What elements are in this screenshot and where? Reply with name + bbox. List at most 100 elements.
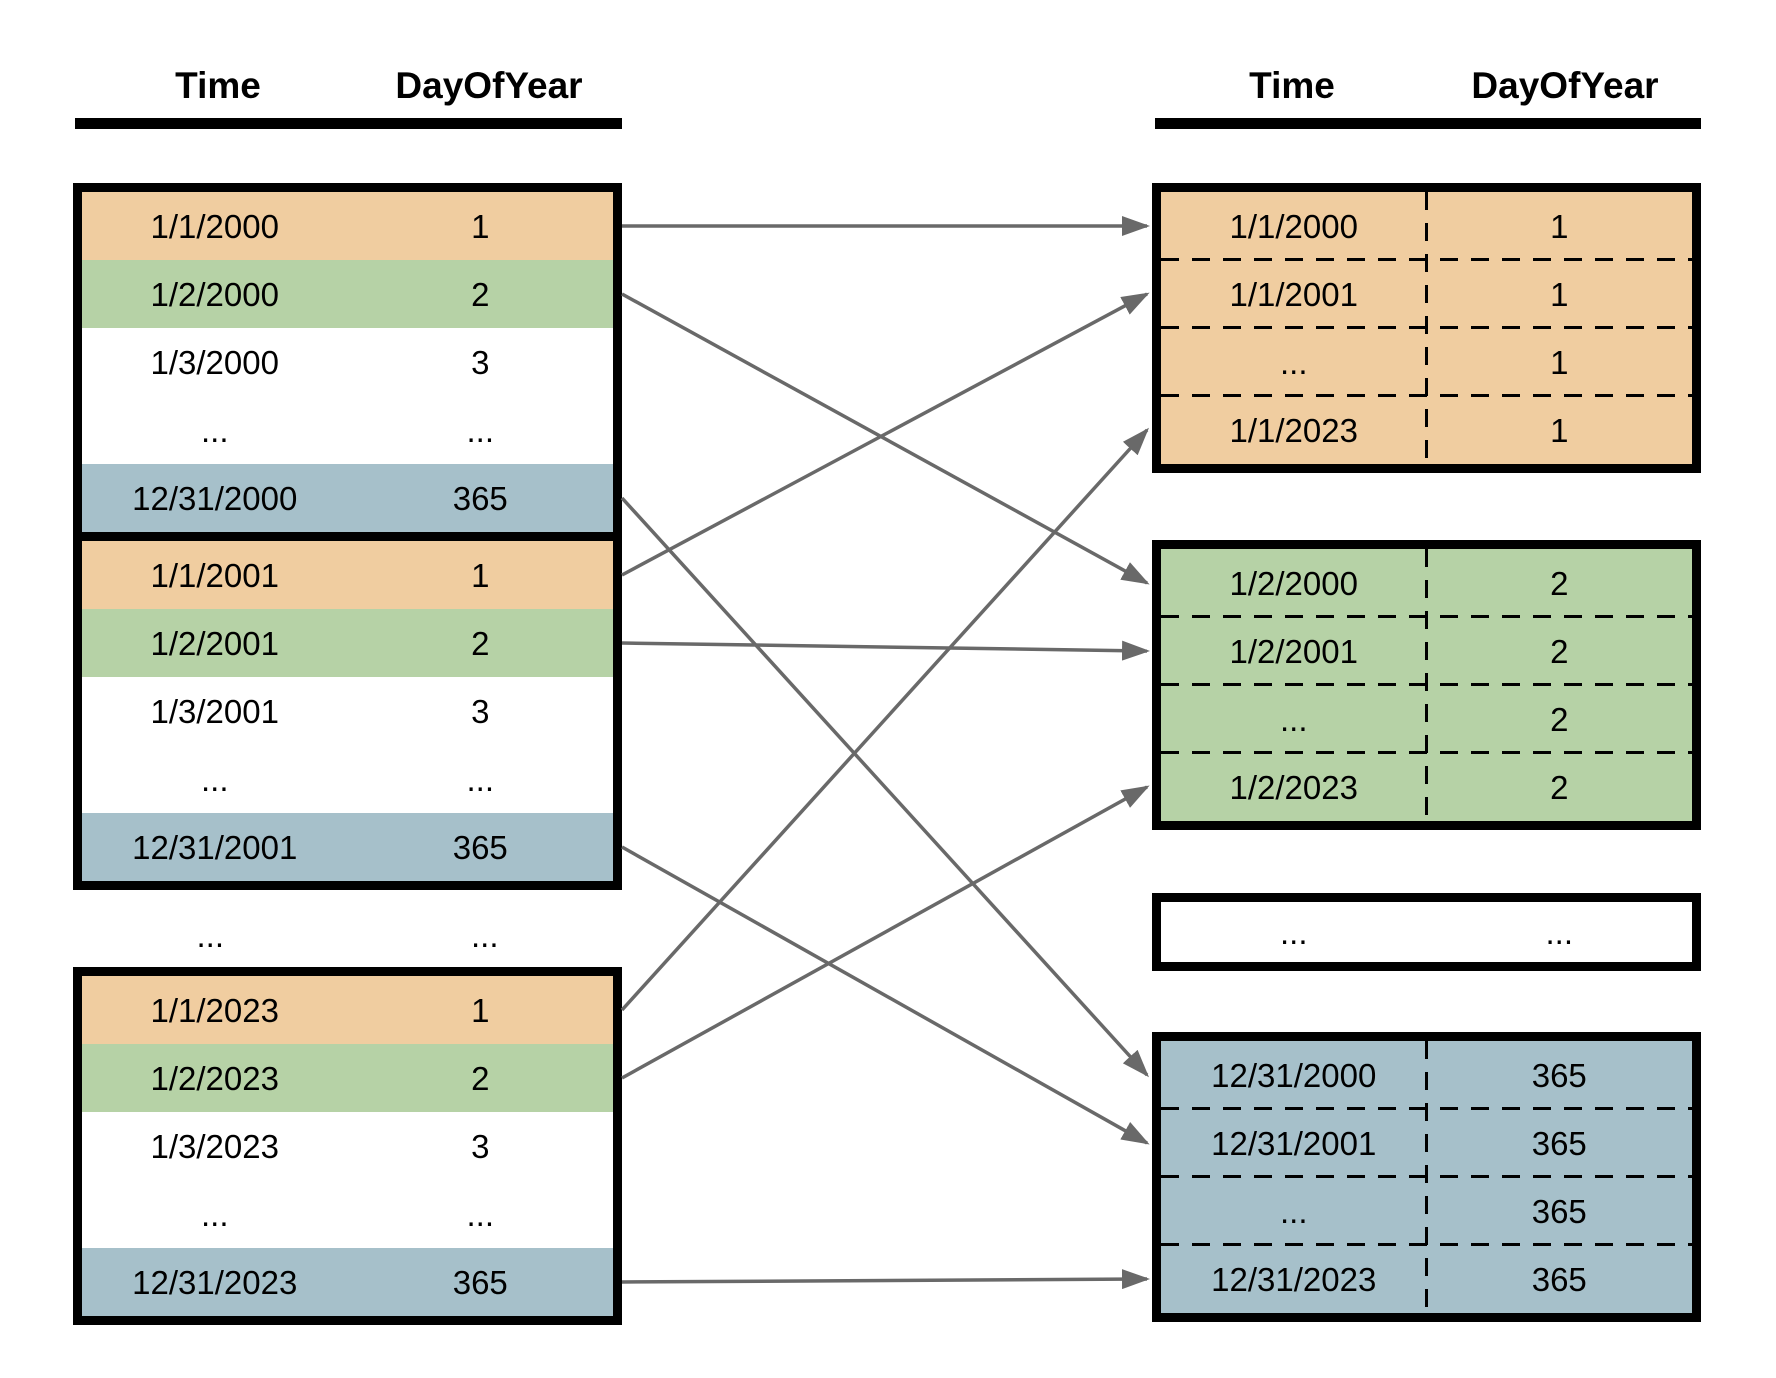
time-cell: 1/1/2023 bbox=[150, 991, 279, 1029]
dayofyear-cell: 365 bbox=[1531, 1124, 1587, 1162]
table-row-ellipsis: ... ... bbox=[82, 745, 613, 813]
dayofyear-cell: 365 bbox=[452, 828, 508, 866]
time-cell: 1/2/2001 bbox=[1229, 632, 1358, 670]
source-table-2000: 1/1/2000 1 1/2/2000 2 1/3/2000 3 ... ...… bbox=[73, 183, 622, 541]
table-row: 1/2/2001 2 bbox=[82, 609, 613, 677]
group-table-day-1: 1/1/2000 1 1/1/2001 1 ... 1 1/1/2023 1 bbox=[1152, 183, 1701, 473]
mapping-arrow-4 bbox=[621, 292, 1150, 577]
time-cell: ... bbox=[196, 916, 224, 954]
dayofyear-cell: 365 bbox=[452, 479, 508, 517]
table-row: 1/2/2023 2 bbox=[1161, 751, 1692, 821]
time-cell: 1/3/2000 bbox=[150, 343, 279, 381]
time-cell: 1/1/2000 bbox=[150, 207, 279, 245]
dayofyear-cell: 365 bbox=[1531, 1056, 1587, 1094]
mapping-arrow-7 bbox=[620, 427, 1150, 1012]
table-row: 1/1/2001 1 bbox=[82, 541, 613, 609]
left-header-underline bbox=[75, 118, 622, 129]
dayofyear-cell: 3 bbox=[471, 692, 490, 730]
table-row: 1/1/2023 1 bbox=[1161, 394, 1692, 464]
time-cell: 12/31/2000 bbox=[132, 479, 298, 517]
dayofyear-cell: 2 bbox=[1550, 700, 1569, 738]
table-row: 1/2/2000 2 bbox=[1161, 549, 1692, 617]
mapping-arrow-5 bbox=[621, 640, 1150, 661]
dayofyear-cell: 1 bbox=[1550, 411, 1569, 449]
time-cell: ... bbox=[200, 411, 229, 449]
right-header-underline bbox=[1155, 118, 1701, 129]
dayofyear-cell: ... bbox=[466, 411, 494, 449]
dayofyear-cell: ... bbox=[466, 760, 494, 798]
row-divider-dashed bbox=[1161, 615, 1692, 618]
table-row: 1/3/2000 3 bbox=[82, 328, 613, 396]
group-table-other-days: ... ... bbox=[1152, 893, 1701, 971]
dayofyear-cell: 1 bbox=[1550, 207, 1569, 245]
dayofyear-cell: 2 bbox=[1550, 768, 1569, 806]
dayofyear-cell: 2 bbox=[1550, 564, 1569, 602]
left-time-header: Time bbox=[175, 65, 261, 106]
table-row-ellipsis: ... ... bbox=[82, 396, 613, 464]
table-row-ellipsis: ... 1 bbox=[1161, 326, 1692, 396]
dayofyear-cell: 365 bbox=[1531, 1192, 1587, 1230]
time-cell: ... bbox=[200, 760, 229, 798]
table-row: 12/31/2001 365 bbox=[1161, 1107, 1692, 1177]
dayofyear-cell: 2 bbox=[471, 624, 490, 662]
table-row-ellipsis: ... 365 bbox=[1161, 1175, 1692, 1245]
time-cell: 12/31/2023 bbox=[1211, 1260, 1377, 1298]
time-cell: ... bbox=[1279, 913, 1308, 951]
dayofyear-cell: 365 bbox=[1531, 1260, 1587, 1298]
dayofyear-cell: 1 bbox=[1550, 343, 1569, 381]
dayofyear-cell: 2 bbox=[471, 275, 490, 313]
right-dayofyear-header: DayOfYear bbox=[1471, 65, 1659, 106]
table-row: 1/1/2000 1 bbox=[82, 192, 613, 260]
mapping-arrow-6 bbox=[621, 845, 1150, 1145]
group-table-day-2: 1/2/2000 2 1/2/2001 2 ... 2 1/2/2023 2 bbox=[1152, 540, 1701, 830]
dayofyear-cell: ... bbox=[466, 1195, 494, 1233]
dayofyear-cell: ... bbox=[1545, 913, 1573, 951]
dayofyear-cell: 2 bbox=[471, 1059, 490, 1097]
time-cell: 1/3/2001 bbox=[150, 692, 279, 730]
time-cell: 1/2/2000 bbox=[150, 275, 279, 313]
time-cell: ... bbox=[200, 1195, 229, 1233]
table-row-ellipsis: ... ... bbox=[1161, 902, 1692, 962]
dayofyear-cell: 1 bbox=[471, 556, 490, 594]
table-row: 1/1/2001 1 bbox=[1161, 258, 1692, 328]
dayofyear-cell: ... bbox=[470, 916, 499, 954]
mapping-arrow-8 bbox=[621, 785, 1150, 1080]
dayofyear-cell: 3 bbox=[471, 1127, 490, 1165]
table-row: 1/2/2000 2 bbox=[82, 260, 613, 328]
dayofyear-cell: 3 bbox=[471, 343, 490, 381]
between-years-ellipsis-row: ... ... bbox=[73, 901, 622, 969]
left-dayofyear-header: DayOfYear bbox=[395, 65, 583, 106]
dayofyear-cell: 2 bbox=[1550, 632, 1569, 670]
time-cell: 1/1/2001 bbox=[150, 556, 279, 594]
row-divider-dashed bbox=[1161, 1243, 1692, 1246]
source-table-2001: 1/1/2001 1 1/2/2001 2 1/3/2001 3 ... ...… bbox=[73, 532, 622, 890]
row-divider-dashed bbox=[1161, 258, 1692, 261]
table-row: 12/31/2001 365 bbox=[82, 813, 613, 881]
table-row-ellipsis: ... 2 bbox=[1161, 683, 1692, 753]
table-row: 12/31/2000 365 bbox=[82, 464, 613, 532]
dayofyear-cell: 1 bbox=[1550, 275, 1569, 313]
table-row: 1/1/2023 1 bbox=[82, 976, 613, 1044]
mapping-arrow-2 bbox=[621, 292, 1150, 585]
row-divider-dashed bbox=[1161, 1175, 1692, 1178]
table-row-ellipsis: ... ... bbox=[82, 1180, 613, 1248]
time-cell: 1/3/2023 bbox=[150, 1127, 279, 1165]
time-cell: 1/1/2023 bbox=[1229, 411, 1358, 449]
table-row: 12/31/2023 365 bbox=[1161, 1243, 1692, 1313]
time-cell: 1/2/2001 bbox=[150, 624, 279, 662]
group-table-day-365: 12/31/2000 365 12/31/2001 365 ... 365 12… bbox=[1152, 1032, 1701, 1322]
table-row: 12/31/2023 365 bbox=[82, 1248, 613, 1316]
time-cell: ... bbox=[1279, 700, 1308, 738]
time-cell: 12/31/2000 bbox=[1211, 1056, 1377, 1094]
time-cell: 1/2/2000 bbox=[1229, 564, 1358, 602]
time-cell: 1/2/2023 bbox=[1229, 768, 1358, 806]
table-row: 1/3/2023 3 bbox=[82, 1112, 613, 1180]
row-divider-dashed bbox=[1161, 751, 1692, 754]
time-cell: 1/1/2001 bbox=[1229, 275, 1358, 313]
source-table-2023: 1/1/2023 1 1/2/2023 2 1/3/2023 3 ... ...… bbox=[73, 967, 622, 1325]
table-row: 1/2/2001 2 bbox=[1161, 615, 1692, 685]
dayofyear-cell: 365 bbox=[452, 1263, 508, 1301]
table-row: 1/3/2001 3 bbox=[82, 677, 613, 745]
table-row: 1/2/2023 2 bbox=[82, 1044, 613, 1112]
